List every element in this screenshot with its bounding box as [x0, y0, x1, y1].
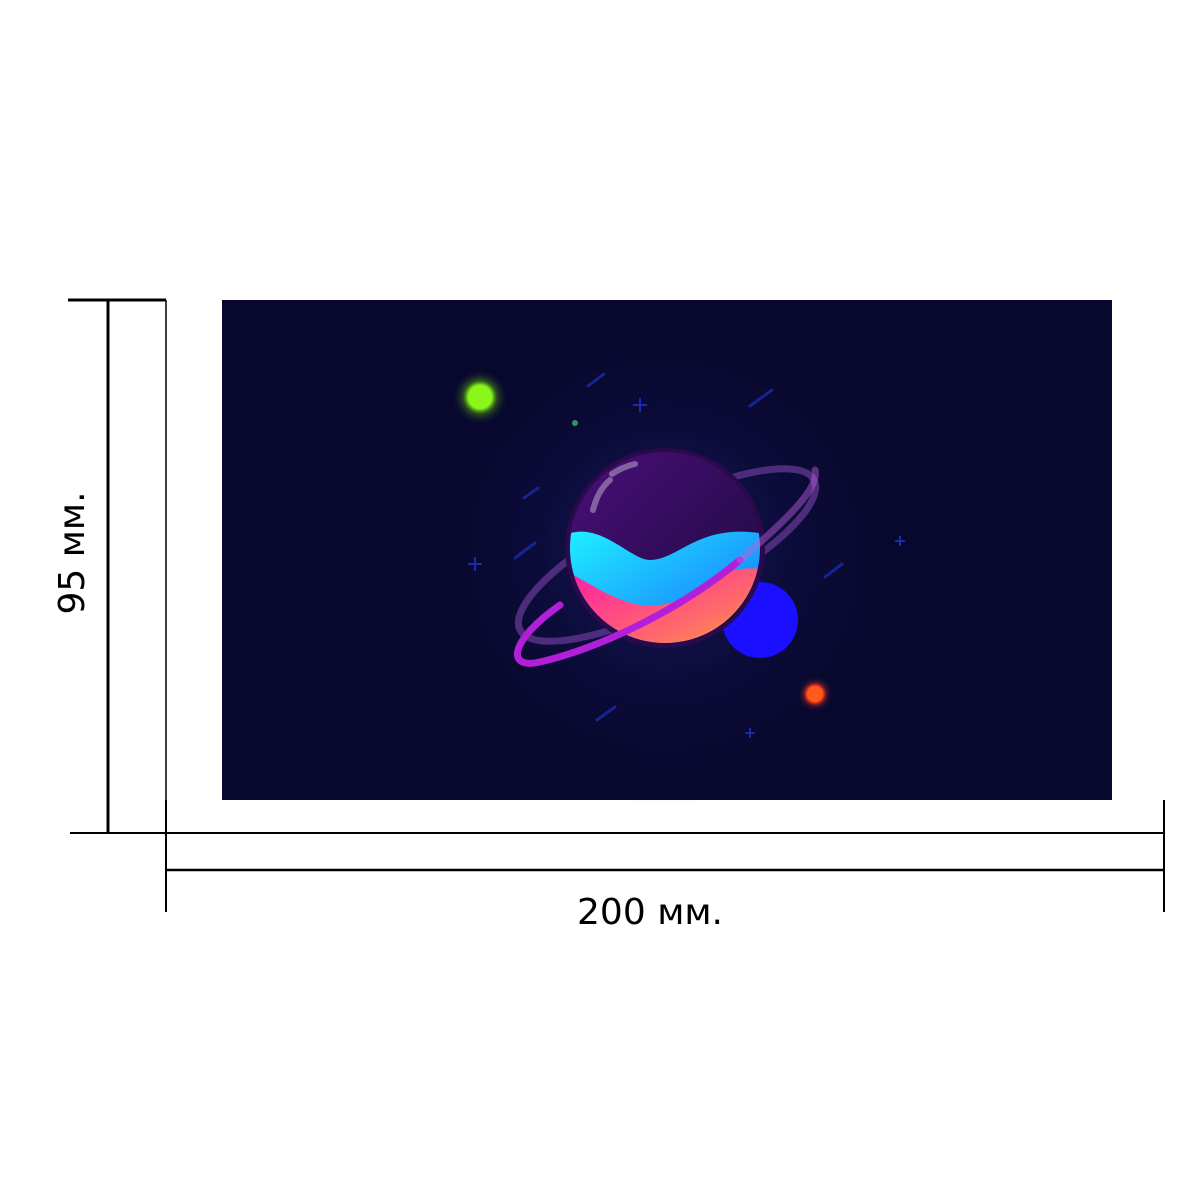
height-label: 95 мм. [52, 491, 93, 614]
orange-star-core [807, 686, 823, 702]
sparkle-stars [468, 398, 905, 738]
tiny-star [572, 420, 578, 426]
comet-streaks [513, 372, 844, 722]
dimension-lines [68, 298, 1165, 912]
green-star-core [468, 385, 492, 409]
space-artwork [222, 300, 1112, 805]
planet-ring-front [513, 556, 744, 667]
width-label: 200 мм. [577, 892, 723, 933]
